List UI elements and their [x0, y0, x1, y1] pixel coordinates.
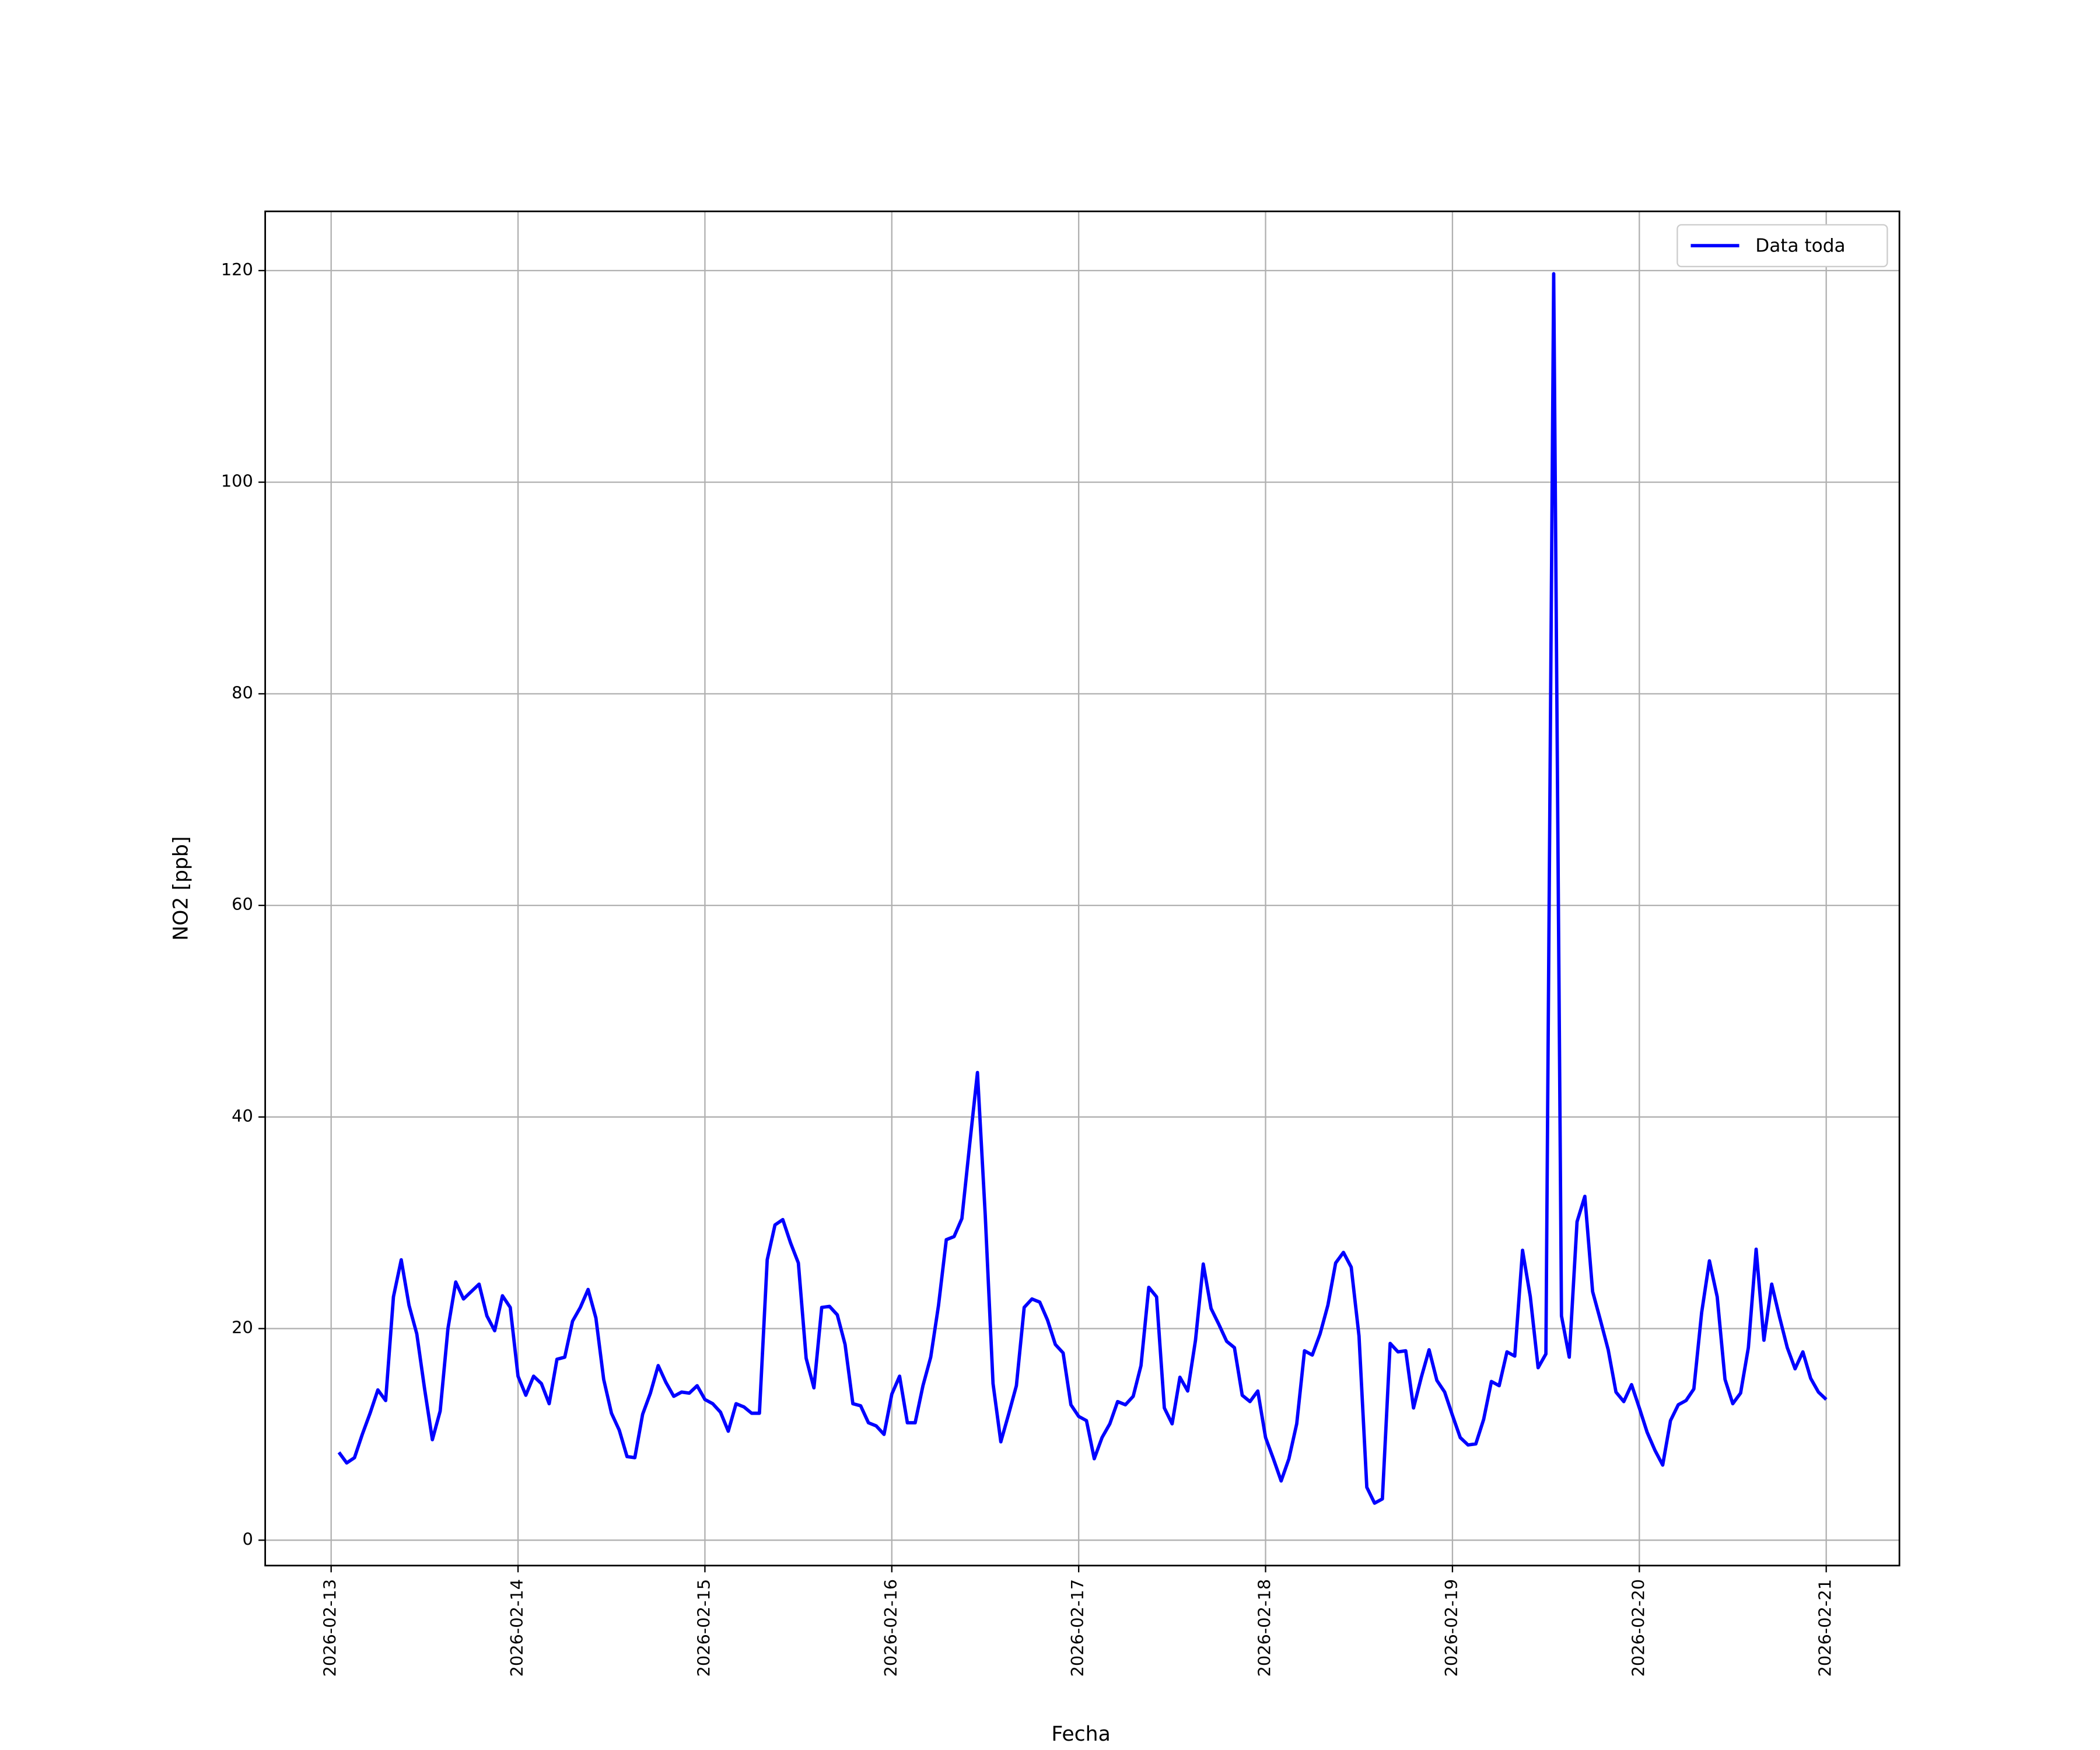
y-axis-label: NO2 [ppb] — [170, 836, 193, 941]
y-tick-label: 80 — [232, 682, 253, 702]
x-tick-label: 2026-02-21 — [1815, 1579, 1835, 1677]
plot-frame — [264, 210, 1901, 1567]
data-line — [337, 272, 1828, 1505]
x-tick-label: 2026-02-14 — [507, 1579, 527, 1677]
y-tick-label: 0 — [243, 1529, 253, 1549]
legend-label: Data toda — [1755, 235, 1845, 256]
x-tick-label: 2026-02-13 — [320, 1579, 340, 1677]
x-tick-label: 2026-02-20 — [1628, 1579, 1648, 1677]
x-tick-label: 2026-02-16 — [881, 1579, 901, 1677]
y-tick-label: 100 — [221, 471, 253, 491]
x-tick-label: 2026-02-18 — [1255, 1579, 1275, 1677]
x-tick-label: 2026-02-19 — [1441, 1579, 1461, 1677]
y-tick-label: 120 — [221, 260, 253, 279]
y-tick-label: 60 — [232, 894, 253, 914]
x-tick-label: 2026-02-15 — [694, 1579, 713, 1677]
legend-box — [1676, 224, 1888, 268]
x-tick-label: 2026-02-17 — [1068, 1579, 1087, 1677]
y-tick-label: 40 — [232, 1106, 253, 1126]
x-axis-label: Fecha — [1051, 1723, 1110, 1746]
y-tick-label: 20 — [232, 1318, 253, 1338]
